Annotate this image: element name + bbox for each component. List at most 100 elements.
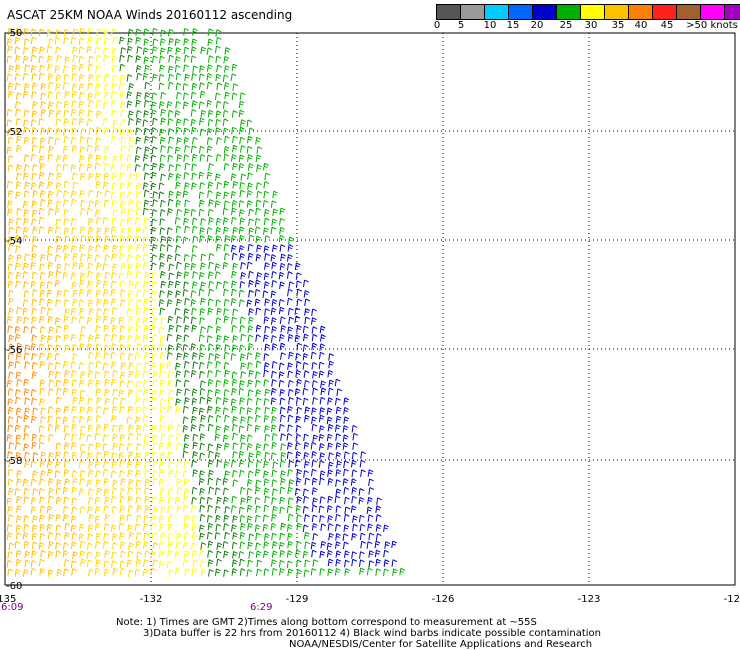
wind-barb [7, 27, 14, 36]
wind-barb-staff [38, 181, 41, 189]
wind-barb-flag [239, 112, 244, 115]
wind-barb [183, 254, 190, 262]
wind-barb-staff [152, 118, 155, 126]
wind-barb-staff [263, 272, 266, 281]
wind-barb-flag [272, 200, 277, 204]
wind-barb [231, 316, 237, 325]
wind-barb-flag [224, 217, 229, 221]
wind-barb-flag [65, 262, 70, 266]
wind-barb [72, 289, 79, 297]
wind-barb-staff [78, 83, 81, 91]
wind-barb-flag [97, 110, 102, 114]
wind-barb-flag [9, 364, 13, 367]
wind-barb-flag [112, 280, 117, 284]
wind-barb-staff [215, 110, 218, 118]
wind-barb-staff [158, 299, 161, 307]
wind-barb-staff [183, 127, 186, 136]
wind-barb-flag [201, 253, 207, 257]
wind-barb-staff [294, 334, 297, 343]
wind-barb-staff [96, 308, 99, 316]
wind-barb-staff [64, 235, 67, 243]
wind-barb-flag [137, 299, 142, 302]
wind-barb [24, 344, 31, 352]
wind-barb-staff [142, 370, 145, 378]
wind-barb-staff [56, 290, 59, 298]
wind-barb-flag [233, 165, 237, 168]
wind-barb-flag [17, 345, 21, 348]
wind-barb-staff [127, 244, 130, 252]
wind-barb-staff [70, 334, 73, 342]
wind-barb-flag [216, 344, 222, 347]
wind-barb-flag [225, 68, 229, 71]
wind-barb-flag [152, 290, 157, 294]
wind-barb-flag [87, 48, 92, 51]
wind-barb-staff [23, 352, 26, 360]
wind-barb-staff [6, 380, 9, 388]
wind-barb-staff [296, 343, 299, 351]
wind-barb [223, 379, 230, 387]
wind-barb-staff [15, 55, 18, 63]
wind-barb [46, 45, 53, 54]
wind-barb [78, 37, 85, 45]
wind-barb-flag [9, 416, 14, 420]
wind-barb [31, 46, 38, 54]
wind-barb [55, 127, 62, 136]
wind-barb [110, 191, 117, 200]
wind-barb [111, 64, 118, 73]
wind-barb-flag [56, 320, 60, 323]
wind-barb-flag [232, 280, 237, 284]
wind-barb-staff [24, 83, 27, 91]
wind-barb-flag [80, 282, 84, 285]
wind-barb-flag [177, 345, 181, 348]
wind-barb-staff [7, 280, 10, 288]
wind-barb-flag [48, 153, 54, 157]
wind-barb [39, 387, 46, 396]
wind-barb [15, 92, 22, 100]
wind-barb [15, 64, 21, 72]
wind-barb [184, 208, 190, 216]
wind-barb-flag [185, 162, 191, 166]
wind-barb [54, 279, 61, 288]
wind-barb-staff [191, 127, 194, 135]
wind-barb-staff [167, 110, 170, 118]
wind-barb-flag [49, 145, 54, 149]
wind-barb-staff [38, 343, 41, 351]
wind-barb-flag [264, 334, 269, 338]
wind-barb-flag [95, 93, 100, 96]
wind-barb [22, 271, 29, 279]
wind-barb-staff [8, 335, 11, 343]
wind-barb [70, 333, 77, 342]
wind-barb [247, 362, 253, 370]
wind-barb [23, 378, 30, 387]
wind-barb-staff [72, 262, 75, 270]
wind-barb [48, 81, 54, 90]
wind-barb-staff [246, 200, 249, 208]
wind-barb-staff [72, 172, 75, 181]
wind-barb [167, 110, 174, 118]
wind-barb-staff [38, 29, 41, 37]
wind-barb-flag [105, 400, 110, 403]
wind-barb [216, 82, 223, 90]
wind-barb [222, 261, 229, 270]
wind-barb [15, 271, 22, 280]
wind-barb [215, 55, 222, 64]
wind-barb [271, 360, 278, 369]
wind-barb-staff [87, 28, 90, 36]
wind-barb [255, 360, 262, 369]
wind-barb-flag [7, 146, 13, 150]
wind-barb [79, 406, 86, 414]
wind-barb [8, 65, 15, 73]
wind-barb-staff [215, 406, 218, 415]
wind-barb-staff [128, 370, 131, 378]
wind-barb-flag [80, 63, 85, 67]
wind-barb [6, 108, 13, 117]
wind-barb [112, 263, 118, 271]
wind-barb-staff [120, 362, 123, 370]
wind-barb-flag [104, 158, 108, 161]
wind-barb-staff [119, 74, 122, 83]
wind-barb-flag [304, 325, 309, 329]
wind-barb-flag [40, 181, 45, 185]
wind-barb-staff [16, 217, 19, 225]
wind-barb-flag [25, 184, 29, 187]
wind-barb-staff [126, 91, 129, 99]
